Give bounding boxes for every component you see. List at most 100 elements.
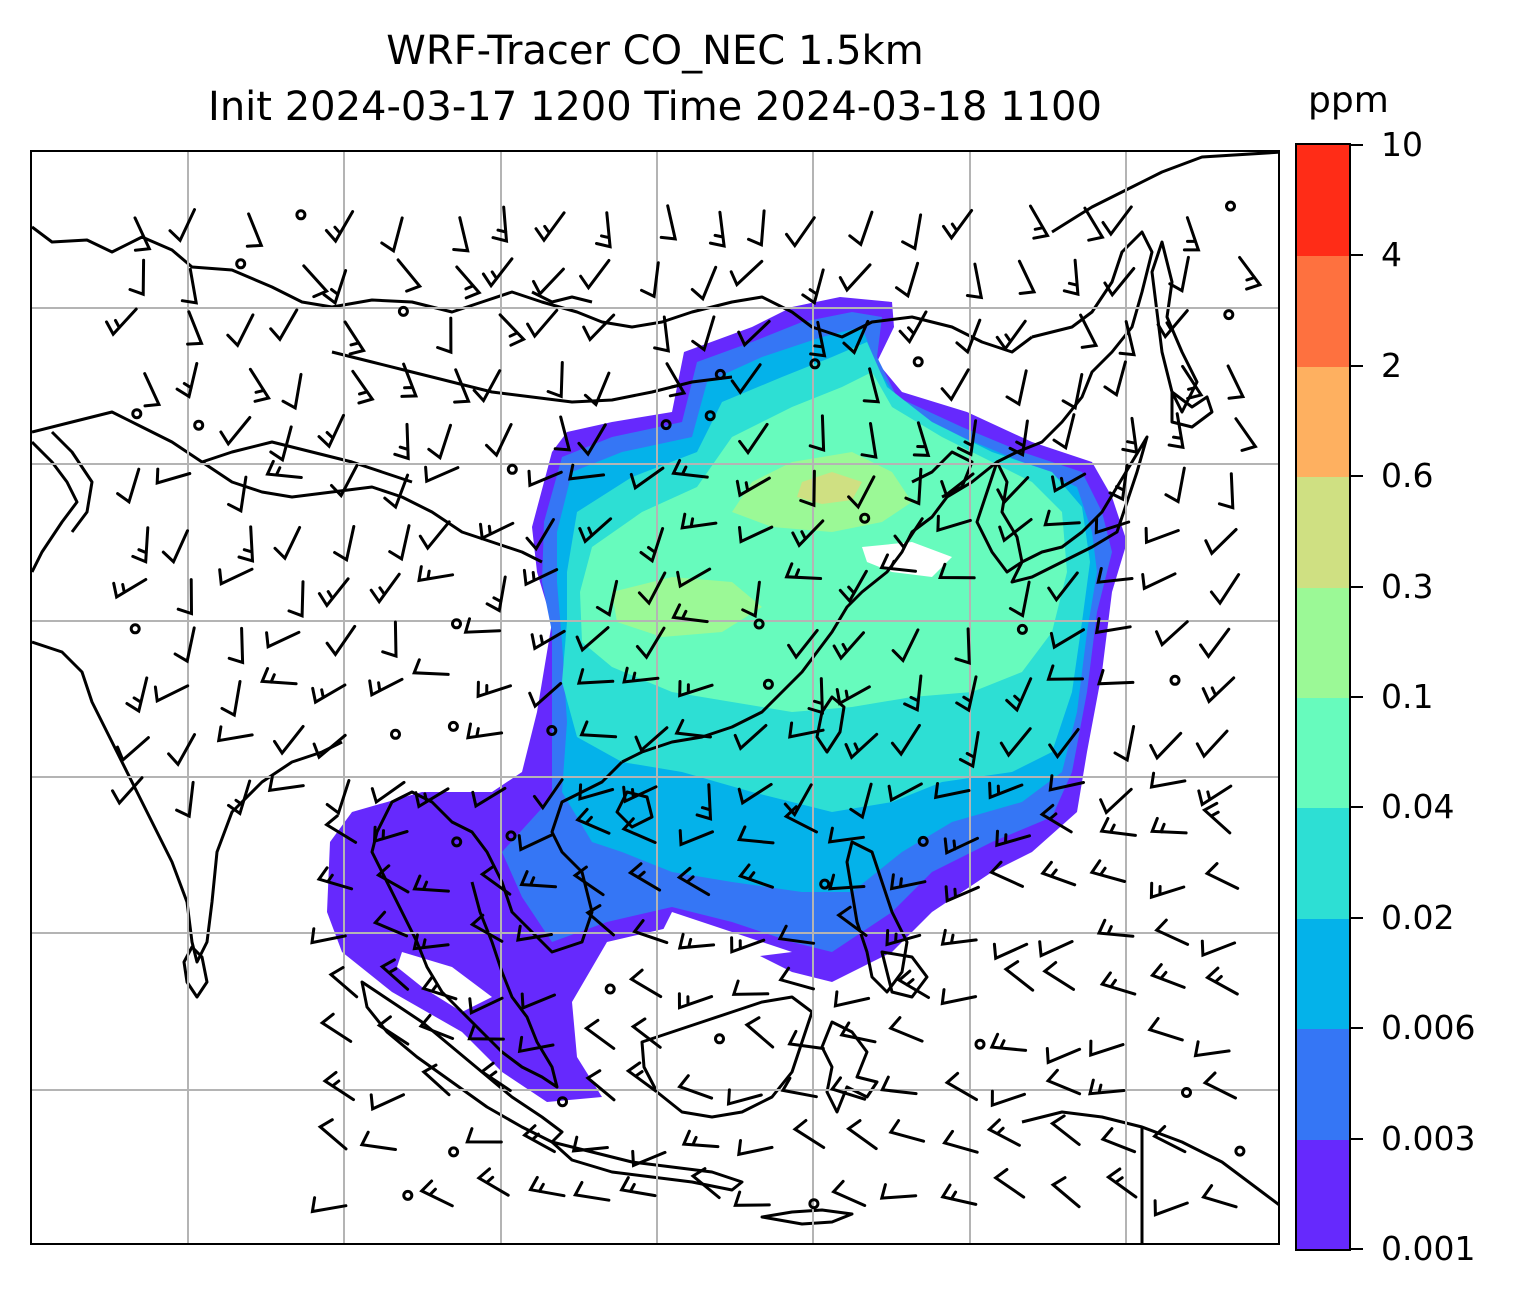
wind-barb <box>388 524 411 562</box>
wind-barb <box>517 833 554 852</box>
colorbar-band <box>1297 476 1349 588</box>
wind-barb <box>582 313 616 343</box>
wind-barb <box>267 775 305 793</box>
colorbar-tick <box>1351 806 1363 809</box>
wind-barb <box>1094 617 1132 635</box>
colorbar-tick-label: 0.006 <box>1381 1008 1476 1048</box>
wind-barb <box>1099 787 1133 816</box>
wind-barb <box>835 685 871 706</box>
colorbar-band <box>1297 145 1349 257</box>
wind-barb <box>1008 580 1031 618</box>
wind-barb <box>1195 729 1229 759</box>
wind-barb <box>1182 216 1201 252</box>
wind-barb <box>832 631 865 661</box>
wind-barb <box>583 371 611 408</box>
colorbar-tick-label: 0.3 <box>1381 566 1434 606</box>
wind-barb <box>730 363 762 395</box>
wind-barb <box>1100 1127 1137 1154</box>
wind-barb <box>472 369 502 404</box>
wind-barb <box>836 905 868 937</box>
wind-barb <box>372 910 409 938</box>
colorbar-band <box>1297 255 1349 367</box>
wind-barb <box>940 368 970 402</box>
wind-barb <box>526 308 559 339</box>
wind-barb <box>690 1167 721 1200</box>
wind-barb <box>671 603 709 624</box>
wind-barb <box>1168 255 1190 294</box>
wind-barb <box>333 525 356 563</box>
wind-barb <box>421 1063 451 1097</box>
wind-barb <box>583 1018 616 1050</box>
wind-barb <box>396 258 423 293</box>
wind-barb <box>844 732 879 760</box>
coastline-asia-north <box>32 225 1033 354</box>
wind-barb <box>737 319 771 348</box>
border-caspian <box>50 430 94 533</box>
wind-barb <box>424 465 460 484</box>
wind-barb <box>105 307 138 337</box>
wind-barb <box>455 265 482 300</box>
wind-barb <box>1118 320 1136 357</box>
colorbar-tick <box>1351 364 1363 367</box>
coastline-korea <box>975 460 1024 574</box>
wind-barb <box>677 992 714 1010</box>
calm-wind-marker <box>1234 1145 1246 1157</box>
wind-barb <box>846 1119 878 1151</box>
wind-barb <box>1099 971 1137 996</box>
wind-barb <box>1181 364 1204 400</box>
wind-barb <box>1048 728 1080 760</box>
wind-barb <box>553 415 572 452</box>
wind-barb <box>726 1088 763 1106</box>
wind-barb <box>1155 620 1189 648</box>
wind-barb <box>677 932 716 950</box>
wind-barb <box>862 367 881 404</box>
wind-barb <box>838 263 872 293</box>
calm-wind-marker <box>505 830 517 842</box>
wind-barb <box>546 361 564 399</box>
wind-barb <box>269 425 293 463</box>
wind-barb <box>879 553 917 573</box>
calm-wind-marker <box>714 368 726 380</box>
wind-barb <box>729 259 764 288</box>
wind-barb <box>421 975 458 1001</box>
colorbar-tick-label: 0.02 <box>1381 897 1455 937</box>
wind-barb <box>1017 259 1037 295</box>
wind-barb <box>1234 417 1258 452</box>
wind-barb <box>1226 364 1246 400</box>
wind-barb <box>737 863 774 889</box>
wind-barb <box>809 320 827 358</box>
wind-barb <box>879 1183 918 1200</box>
wind-barb <box>575 626 610 653</box>
wind-barb <box>942 1129 979 1154</box>
wind-barb <box>577 423 607 457</box>
wind-barb <box>369 1093 405 1112</box>
wind-barb <box>849 782 873 820</box>
wind-barb <box>1113 725 1136 763</box>
wind-barb <box>943 836 979 856</box>
wind-barb <box>567 463 606 481</box>
wind-barb <box>452 216 470 253</box>
wind-barb <box>678 680 714 698</box>
wind-barb <box>517 1035 555 1054</box>
wind-barb <box>227 779 252 816</box>
calm-wind-marker <box>1181 1087 1192 1098</box>
wind-barb <box>343 320 367 356</box>
wind-barb <box>944 885 980 904</box>
wind-barb <box>839 1021 877 1044</box>
wind-barb <box>998 518 1033 543</box>
wind-barb <box>419 1179 454 1208</box>
wind-barb <box>1204 862 1240 890</box>
wind-barb <box>1108 463 1129 502</box>
wind-barb <box>383 473 410 510</box>
wind-barb <box>995 319 1027 352</box>
colorbar-tick-label: 0.003 <box>1381 1118 1476 1158</box>
wind-barb <box>498 313 527 347</box>
border-central-asia <box>32 410 543 564</box>
wind-barb <box>783 805 818 834</box>
border-himalaya <box>201 440 413 484</box>
wind-barb <box>1029 204 1050 240</box>
wind-barb <box>954 627 971 665</box>
wind-barb <box>176 578 194 616</box>
calm-wind-marker <box>809 358 821 370</box>
wind-barb <box>522 1124 556 1154</box>
